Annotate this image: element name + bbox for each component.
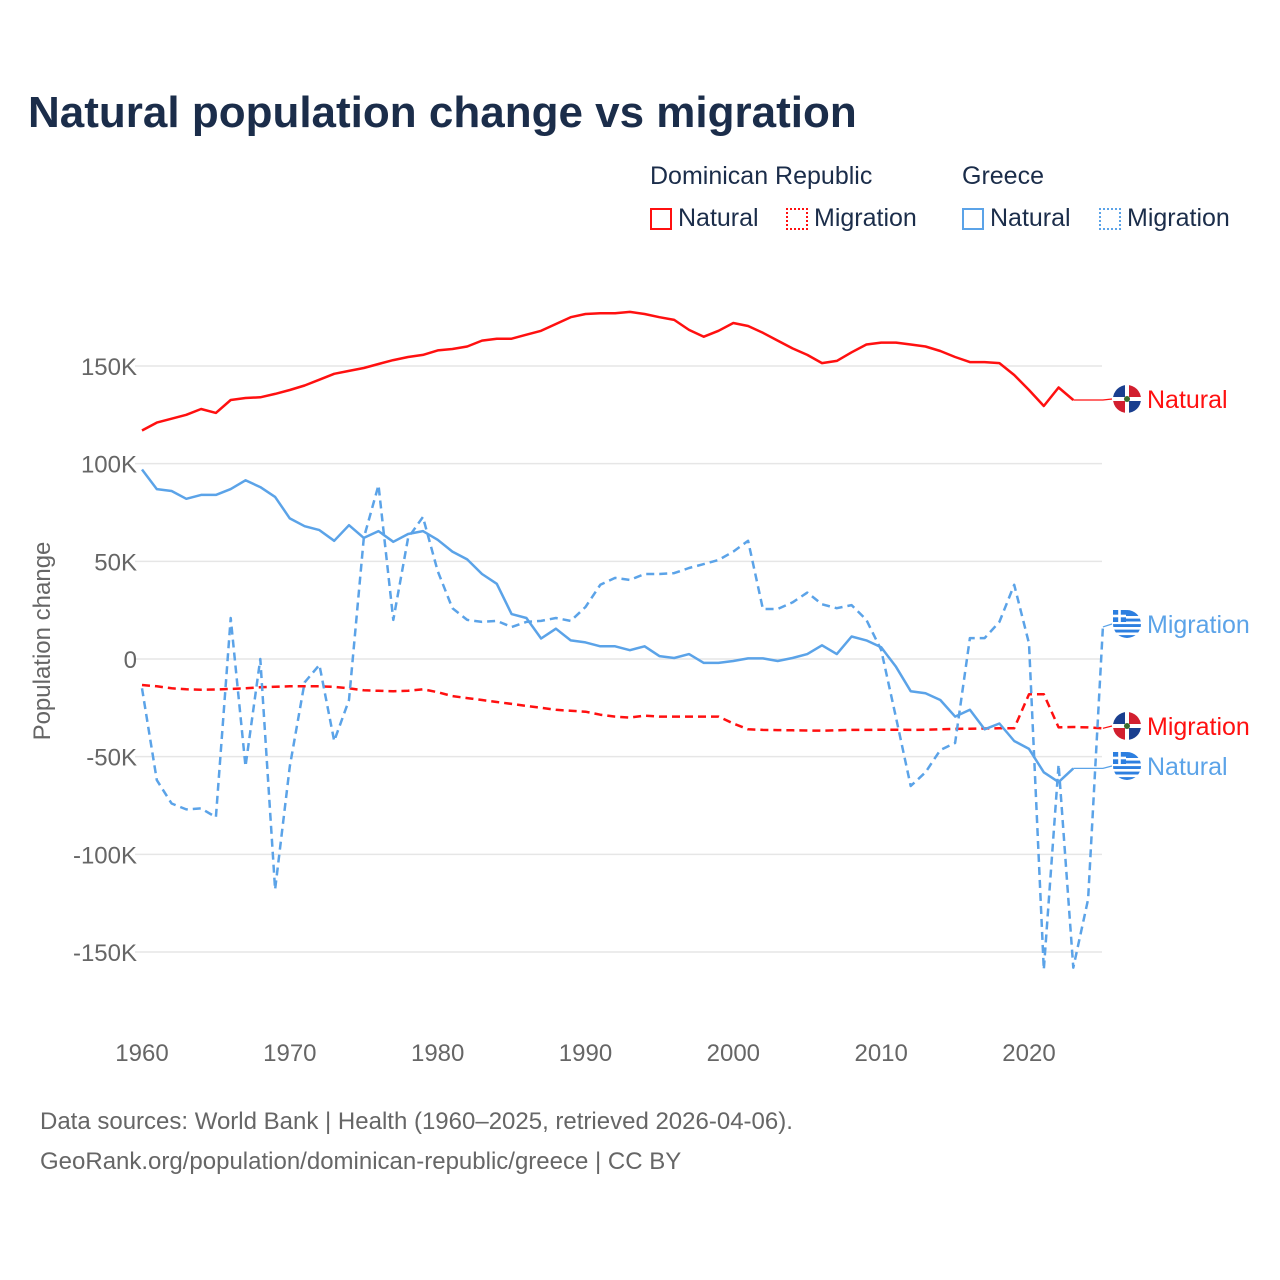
x-tick-label: 2010 <box>854 1040 907 1067</box>
legend-item-dr-migration[interactable]: Migration <box>786 204 917 233</box>
greece-flag-icon <box>1113 610 1141 638</box>
legend-group-greece: Greece <box>962 162 1044 190</box>
x-tick-label: 1960 <box>115 1040 168 1067</box>
legend-swatch-solid <box>650 207 672 230</box>
legend-item-greece-migration[interactable]: Migration <box>1099 204 1230 233</box>
flag-quarter <box>1113 399 1127 413</box>
flag-emblem <box>1124 396 1130 402</box>
greece-flag-icon <box>1113 752 1141 780</box>
legend-group-dominican-republic: Dominican Republic <box>650 162 873 190</box>
legend-swatch-dotted <box>1099 207 1121 230</box>
dominican-republic-flag-icon <box>1113 712 1141 740</box>
flag-quarter <box>1127 712 1141 726</box>
series-line-dominican-republic-natural <box>141 310 1075 432</box>
flag-stripe <box>1113 627 1141 630</box>
flag-stripe <box>1113 616 1141 619</box>
flag-quarter <box>1127 385 1141 399</box>
label-connector <box>1102 725 1113 729</box>
flag-stripe <box>1113 632 1141 636</box>
y-tick-label: 100K <box>81 452 137 479</box>
legend-label: Migration <box>814 204 917 232</box>
legend-label: Natural <box>678 204 759 232</box>
series-line-greece-natural <box>141 468 1075 784</box>
x-tick-label: 2020 <box>1002 1040 1055 1067</box>
y-tick-label: -50K <box>86 745 137 772</box>
x-tick-label: 1970 <box>263 1040 316 1067</box>
flag-stripe <box>1113 621 1141 625</box>
legend-swatch-solid <box>962 207 984 230</box>
y-tick-label: 0 <box>124 647 137 674</box>
footer-sources: Data sources: World Bank | Health (1960–… <box>40 1108 793 1135</box>
footer-link[interactable]: GeoRank.org/population/dominican-republi… <box>40 1148 682 1175</box>
y-tick-label: 150K <box>81 354 137 381</box>
legend-item-greece-natural[interactable]: Natural <box>962 204 1071 233</box>
flag-quarter <box>1113 712 1127 726</box>
flag-stripe <box>1113 763 1141 767</box>
y-tick-label: 50K <box>94 549 137 576</box>
y-axis-label: Population change <box>29 542 56 741</box>
flag-cross <box>1118 752 1121 764</box>
label-connector <box>1102 623 1113 628</box>
flag-quarter <box>1113 385 1127 399</box>
flag-cross <box>1118 610 1121 622</box>
flag-stripe <box>1113 769 1141 772</box>
end-label: Migration <box>1147 713 1250 741</box>
y-tick-label: -150K <box>73 940 137 967</box>
flag-quarter <box>1113 726 1127 740</box>
x-tick-label: 1990 <box>559 1040 612 1067</box>
series-line-dominican-republic-migration <box>141 683 1103 732</box>
end-label: Natural <box>1147 386 1228 414</box>
end-label: Migration <box>1147 611 1250 639</box>
flag-stripe <box>1113 774 1141 778</box>
series-line-greece-migration <box>140 483 1105 971</box>
dominican-republic-flag-icon <box>1113 385 1141 413</box>
end-label: Natural <box>1147 753 1228 781</box>
flag-quarter <box>1127 726 1141 740</box>
legend-swatch-dotted <box>786 207 808 230</box>
x-tick-label: 1980 <box>411 1040 464 1067</box>
flag-emblem <box>1124 723 1130 729</box>
label-connector <box>1073 765 1113 769</box>
chart-title: Natural population change vs migration <box>28 88 857 137</box>
y-tick-label: -100K <box>73 842 137 869</box>
flag-quarter <box>1127 399 1141 413</box>
x-tick-label: 2000 <box>707 1040 760 1067</box>
legend-item-dr-natural[interactable]: Natural <box>650 204 759 233</box>
legend-label: Migration <box>1127 204 1230 232</box>
flag-stripe <box>1113 758 1141 761</box>
label-connector <box>1073 398 1113 401</box>
legend-label: Natural <box>990 204 1071 232</box>
